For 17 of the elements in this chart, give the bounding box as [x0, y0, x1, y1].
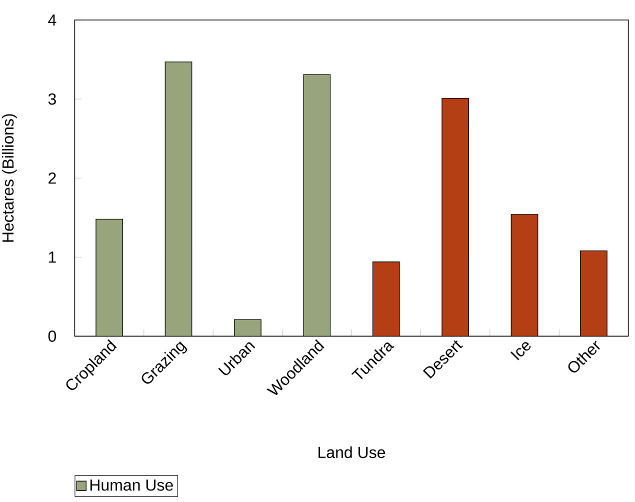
bar	[96, 219, 123, 336]
y-tick-label: 3	[48, 94, 56, 105]
bar	[234, 319, 262, 336]
bar	[372, 262, 400, 336]
bar	[164, 62, 192, 336]
bar	[442, 98, 469, 336]
x-tick-label: Ice	[510, 342, 531, 360]
y-tick-label: 1	[48, 252, 56, 263]
bar	[510, 214, 538, 336]
y-tick-label: 4	[48, 14, 56, 26]
y-tick-label: 0	[48, 330, 56, 342]
x-axis-title: Land Use	[318, 446, 386, 458]
bar	[580, 250, 608, 336]
legend-label: Human Use	[90, 480, 173, 491]
y-axis-title: Hectares (Billions)	[2, 114, 17, 242]
bar	[303, 74, 331, 336]
y-tick-label: 2	[48, 172, 56, 184]
